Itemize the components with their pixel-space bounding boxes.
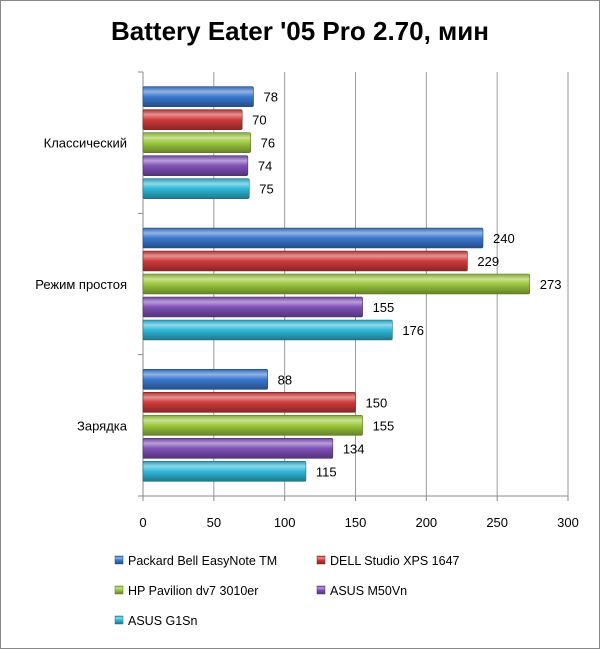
- data-label: 150: [366, 395, 388, 410]
- legend-entry: DELL Studio XPS 1647: [330, 554, 460, 568]
- data-label: 229: [477, 254, 499, 269]
- legend-swatch: [114, 555, 124, 565]
- bar: [142, 155, 249, 176]
- bar: [142, 250, 468, 272]
- bar: [142, 109, 243, 130]
- x-tick-label: 250: [486, 515, 508, 530]
- legend-entry: HP Pavilion dv7 3010er: [128, 584, 258, 598]
- legend-swatch: [114, 585, 124, 595]
- legend-entry: ASUS M50Vn: [330, 584, 407, 598]
- chart-title: Battery Eater '05 Pro 2.70, мин: [111, 16, 489, 46]
- x-tick-label: 150: [345, 515, 367, 530]
- x-tick-label: 300: [557, 515, 579, 530]
- bar: [142, 132, 251, 153]
- data-label: 115: [316, 464, 337, 479]
- x-tick-label: 200: [415, 515, 437, 530]
- bar: [142, 86, 254, 107]
- data-label: 240: [493, 231, 515, 246]
- data-label: 273: [540, 277, 562, 292]
- category-label: Режим простоя: [35, 277, 127, 292]
- category-label: Классический: [44, 136, 127, 151]
- bar: [142, 369, 268, 390]
- bar: [142, 296, 363, 318]
- data-label: 70: [252, 113, 266, 128]
- data-label: 176: [402, 323, 424, 338]
- legend-entry: Packard Bell EasyNote TM: [128, 554, 277, 568]
- bar: [142, 392, 356, 413]
- data-label: 88: [278, 372, 292, 387]
- x-tick-label: 100: [274, 515, 296, 530]
- x-tick-label: 50: [207, 515, 221, 530]
- bar: [142, 227, 484, 249]
- legend-entry: ASUS G1Sn: [128, 614, 198, 628]
- category-label: Зарядка: [77, 418, 128, 433]
- bar: [142, 273, 531, 295]
- data-label: 75: [259, 182, 273, 197]
- legend-swatch: [114, 615, 124, 625]
- bar: [142, 438, 334, 459]
- bar: [142, 178, 250, 199]
- data-label: 155: [373, 300, 395, 315]
- bar: [142, 461, 307, 482]
- data-label: 74: [258, 159, 272, 174]
- data-label: 78: [264, 90, 278, 105]
- legend-swatch: [316, 585, 326, 595]
- bar: [142, 319, 393, 341]
- data-label: 134: [343, 441, 365, 456]
- x-tick-label: 0: [139, 515, 146, 530]
- legend-swatch: [316, 555, 326, 565]
- data-label: 155: [373, 418, 395, 433]
- bar: [142, 415, 363, 436]
- data-label: 76: [261, 136, 275, 151]
